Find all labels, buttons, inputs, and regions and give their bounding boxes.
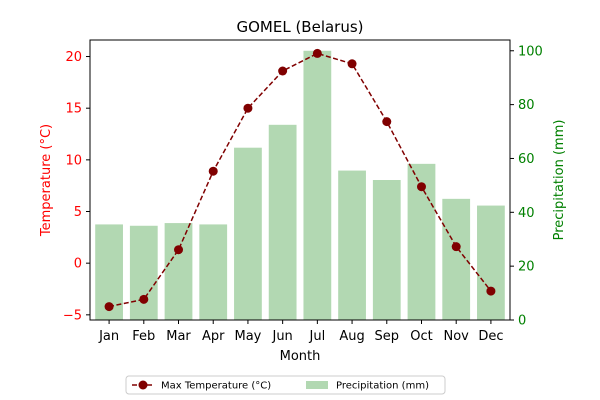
- x-tick-label-feb: Feb: [132, 329, 155, 344]
- temperature-line-path: [108, 52, 492, 308]
- temperature-point-mar: [174, 245, 184, 255]
- legend: Max Temperature (°C) Precipitation (mm): [125, 375, 446, 395]
- temperature-point-jan: [104, 302, 114, 312]
- precipitation-bar-may: [234, 147, 262, 320]
- left-axis-label: Temperature (°C): [39, 124, 54, 237]
- left-tick-label-20: 20: [65, 50, 82, 65]
- right-y-axis: 0 20 40 60 80 100: [510, 44, 543, 329]
- right-tick-label-100: 100: [518, 44, 543, 59]
- temperature-point-dec: [486, 286, 496, 296]
- x-tick-label-jul: Jul: [309, 329, 326, 344]
- precipitation-bars: [95, 50, 505, 321]
- precipitation-bar-aug: [338, 170, 366, 320]
- precipitation-bar-apr: [199, 224, 228, 320]
- legend-label-precipitation: Precipitation (mm): [336, 381, 429, 392]
- temperature-point-aug: [347, 59, 357, 69]
- x-tick-label-dec: Dec: [478, 329, 503, 344]
- left-y-axis: −5 0 5 10 15 20: [63, 50, 90, 323]
- left-tick-label-10: 10: [65, 153, 82, 168]
- x-tick-label-jun: Jun: [271, 329, 292, 344]
- x-tick-label-sep: Sep: [375, 329, 400, 344]
- legend-box: [125, 375, 446, 395]
- right-tick-label-80: 80: [518, 98, 535, 113]
- temperature-point-jul: [312, 48, 322, 58]
- left-tick-label--5: −5: [63, 308, 82, 323]
- x-tick-label-apr: Apr: [202, 329, 225, 344]
- x-tick-label-nov: Nov: [444, 329, 470, 344]
- right-axis-label: Precipitation (mm): [552, 120, 567, 241]
- temperature-point-apr: [208, 166, 218, 176]
- legend-line-marker: [138, 380, 148, 390]
- precipitation-bar-mar: [164, 223, 193, 320]
- x-axis: Jan Feb Mar Apr May Jun Jul Aug Sep Oct Nov Dec: [98, 320, 503, 344]
- temperature-point-feb: [139, 294, 149, 304]
- temperature-point-sep: [382, 117, 392, 127]
- chart-title: GOMEL (Belarus): [236, 18, 363, 36]
- temperature-point-may: [243, 103, 253, 113]
- temperature-line: [104, 48, 496, 312]
- x-tick-label-may: May: [234, 329, 261, 344]
- plot-frame: [89, 39, 511, 321]
- right-tick-label-20: 20: [518, 260, 535, 275]
- temperature-point-oct: [416, 182, 426, 192]
- left-tick-label-0: 0: [74, 257, 82, 272]
- left-tick-label-15: 15: [65, 102, 82, 117]
- right-tick-label-40: 40: [518, 206, 535, 221]
- precipitation-bar-sep: [372, 180, 401, 320]
- right-tick-label-60: 60: [518, 152, 535, 167]
- legend-label-temperature: Max Temperature (°C): [161, 381, 271, 392]
- left-tick-label-5: 5: [74, 205, 82, 220]
- precipitation-bar-jun: [268, 124, 297, 320]
- x-tick-label-oct: Oct: [410, 329, 432, 344]
- temperature-point-nov: [451, 242, 461, 252]
- legend-bar-swatch: [306, 381, 328, 389]
- x-tick-label-aug: Aug: [339, 329, 364, 344]
- x-tick-label-jan: Jan: [98, 329, 119, 344]
- precipitation-bar-dec: [477, 205, 505, 320]
- precipitation-bar-jul: [303, 50, 332, 321]
- x-axis-label: Month: [280, 349, 321, 364]
- temperature-point-jun: [278, 66, 288, 76]
- precipitation-bar-nov: [442, 198, 471, 320]
- right-tick-label-0: 0: [518, 314, 526, 329]
- x-tick-label-mar: Mar: [166, 329, 191, 344]
- precipitation-bar-feb: [129, 225, 158, 320]
